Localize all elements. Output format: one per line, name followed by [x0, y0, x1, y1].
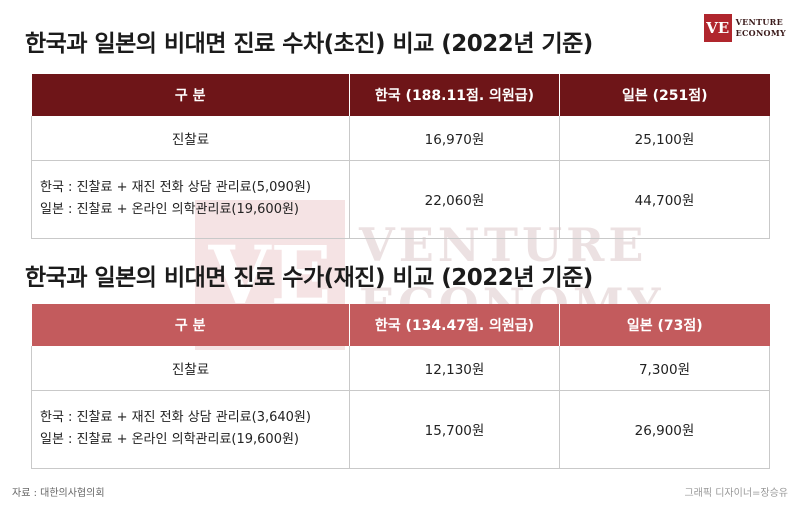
row-label: 진찰료: [31, 116, 350, 161]
korea-fee: 12,130원: [349, 346, 560, 391]
korea-fee: 16,970원: [349, 116, 560, 161]
logo-line2: ECONOMY: [735, 28, 786, 38]
table-row: 진찰료 12,130원 7,300원: [31, 346, 770, 391]
row-label-line: 진찰료: [171, 131, 210, 148]
table-header-row: 구 분 한국 (188.11점. 의원급) 일본 (251점): [31, 74, 770, 116]
row-label: 진찰료: [31, 346, 350, 391]
japan-fee: 44,700원: [559, 160, 770, 239]
section1-title: 한국과 일본의 비대면 진료 수차(초진) 비교 (2022년 기준): [25, 31, 593, 57]
header-category: 구 분: [31, 304, 350, 346]
table-row: 한국 : 진찰료 + 재진 전화 상담 관리료(3,640원) 일본 : 진찰료…: [31, 390, 770, 469]
row-label: 한국 : 진찰료 + 재진 전화 상담 관리료(3,640원) 일본 : 진찰료…: [31, 390, 350, 469]
row-label-line: 진찰료: [171, 361, 210, 378]
row-label-line: 한국 : 진찰료 + 재진 전화 상담 관리료(5,090원): [40, 180, 311, 195]
table-row: 한국 : 진찰료 + 재진 전화 상담 관리료(5,090원) 일본 : 진찰료…: [31, 160, 770, 239]
japan-fee: 26,900원: [559, 390, 770, 469]
table-row: 진찰료 16,970원 25,100원: [31, 116, 770, 161]
row-label-line: 한국 : 진찰료 + 재진 전화 상담 관리료(3,640원): [40, 410, 311, 425]
header-korea: 한국 (188.11점. 의원급): [349, 74, 560, 116]
source-note: 자료 : 대한의사협의회: [12, 488, 105, 499]
logo-text: VENTURE ECONOMY: [736, 17, 786, 39]
row-label: 한국 : 진찰료 + 재진 전화 상담 관리료(5,090원) 일본 : 진찰료…: [31, 160, 350, 239]
section2-title: 한국과 일본의 비대면 진료 수가(재진) 비교 (2022년 기준): [25, 265, 593, 291]
table-header-row: 구 분 한국 (134.47점. 의원급) 일본 (73점): [31, 304, 770, 346]
section1-comparison-table: 구 분 한국 (188.11점. 의원급) 일본 (251점) 진찰료 16,9…: [31, 74, 770, 239]
header-japan: 일본 (73점): [559, 304, 770, 346]
logo-line1: VENTURE: [735, 17, 784, 27]
korea-fee: 15,700원: [349, 390, 560, 469]
venture-economy-logo: VE VENTURE ECONOMY: [703, 14, 786, 42]
japan-fee: 25,100원: [559, 116, 770, 161]
row-label-line: 일본 : 진찰료 + 온라인 의학관리료(19,600원): [40, 202, 300, 217]
japan-fee: 7,300원: [559, 346, 770, 391]
korea-fee: 22,060원: [349, 160, 560, 239]
header-korea: 한국 (134.47점. 의원급): [349, 304, 560, 346]
row-label-line: 일본 : 진찰료 + 온라인 의학관리료(19,600원): [40, 432, 300, 447]
section2-comparison-table: 구 분 한국 (134.47점. 의원급) 일본 (73점) 진찰료 12,13…: [31, 304, 770, 469]
header-category: 구 분: [31, 74, 350, 116]
designer-credit: 그래픽 디자이너=장승유: [684, 488, 788, 499]
logo-mark: VE: [703, 14, 732, 42]
header-japan: 일본 (251점): [559, 74, 770, 116]
